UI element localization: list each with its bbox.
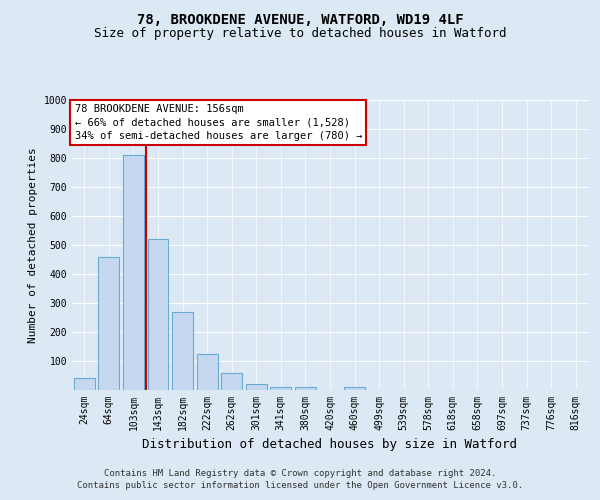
- Y-axis label: Number of detached properties: Number of detached properties: [28, 147, 38, 343]
- Bar: [271, 387, 292, 390]
- Text: 78, BROOKDENE AVENUE, WATFORD, WD19 4LF: 78, BROOKDENE AVENUE, WATFORD, WD19 4LF: [137, 12, 463, 26]
- Bar: [148, 239, 169, 390]
- Bar: [344, 387, 365, 390]
- Bar: [172, 312, 193, 390]
- X-axis label: Distribution of detached houses by size in Watford: Distribution of detached houses by size …: [143, 438, 517, 452]
- Bar: [221, 373, 242, 390]
- Bar: [74, 378, 95, 390]
- Text: Size of property relative to detached houses in Watford: Size of property relative to detached ho…: [94, 28, 506, 40]
- Text: 78 BROOKDENE AVENUE: 156sqm
← 66% of detached houses are smaller (1,528)
34% of : 78 BROOKDENE AVENUE: 156sqm ← 66% of det…: [74, 104, 362, 141]
- Text: Contains HM Land Registry data © Crown copyright and database right 2024.
Contai: Contains HM Land Registry data © Crown c…: [77, 468, 523, 490]
- Bar: [98, 256, 119, 390]
- Bar: [246, 384, 267, 390]
- Bar: [295, 386, 316, 390]
- Bar: [123, 155, 144, 390]
- Bar: [197, 354, 218, 390]
